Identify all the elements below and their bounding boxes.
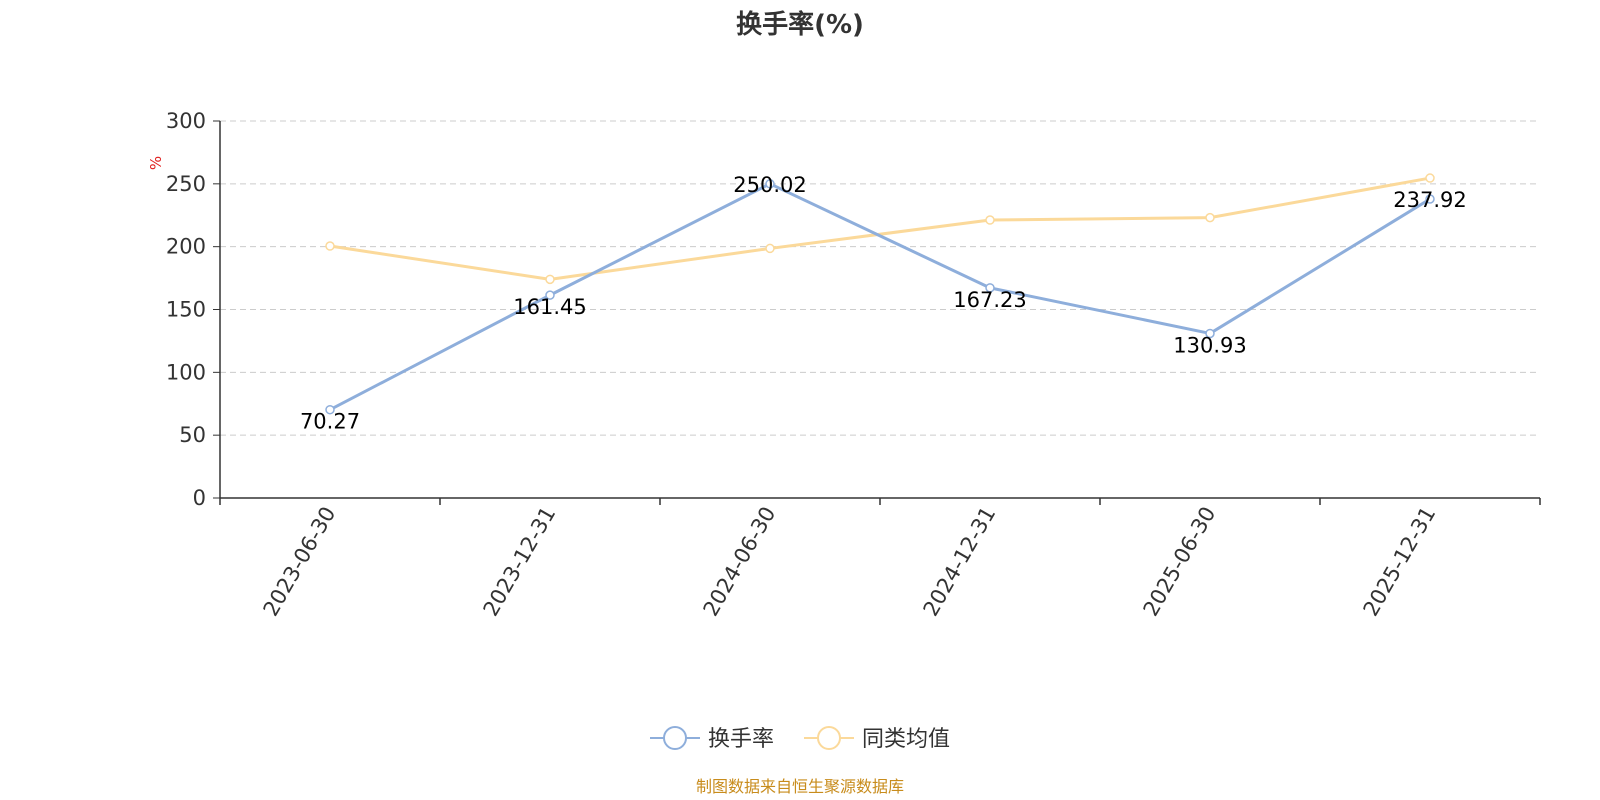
grid	[220, 120, 1540, 436]
axes: 0 50 100 150 200 250 300 2023-06-30 2023-12-31 20…	[166, 109, 1541, 621]
data-point	[545, 290, 555, 300]
y-tick-label: 250	[166, 172, 206, 196]
legend-item[interactable]: 同类均值	[804, 726, 950, 752]
chart-title: 换手率(%)	[736, 9, 864, 40]
data-point	[325, 404, 335, 415]
data-label: 237.92	[1393, 188, 1466, 212]
data-label: 250.02	[733, 173, 806, 197]
y-tick-label: 50	[179, 423, 206, 447]
data-label: 161.45	[513, 295, 586, 319]
data-point	[985, 215, 995, 225]
x-tick-label: 2024-06-30	[699, 503, 781, 621]
data-point	[325, 241, 335, 251]
data-point	[1205, 328, 1215, 339]
series-line	[329, 176, 1431, 281]
x-tick-label: 2025-06-30	[1139, 503, 1221, 621]
legend-item[interactable]: 换手率	[650, 726, 774, 752]
data-label: 70.27	[300, 410, 360, 434]
y-tick-label: 150	[166, 298, 206, 322]
y-tick-label: 100	[166, 360, 206, 384]
y-tick-label: 300	[166, 109, 206, 133]
x-tick-label: 2023-12-31	[479, 503, 561, 621]
y-tick-label: 200	[166, 235, 206, 259]
x-tick-label: 2023-06-30	[259, 503, 341, 621]
data-point	[765, 243, 775, 254]
data-label: 167.23	[953, 288, 1026, 312]
source-note: 制图数据来自恒生聚源数据库	[696, 777, 904, 796]
data-point	[985, 283, 995, 293]
data-point	[1425, 173, 1435, 183]
y-tick-label: 0	[193, 486, 206, 510]
legend-circle-icon	[663, 726, 687, 750]
data-label: 130.93	[1173, 333, 1246, 357]
data-point	[545, 274, 555, 285]
y-axis-unit: %	[147, 156, 165, 170]
x-tick-label: 2025-12-31	[1359, 503, 1441, 621]
data-point	[765, 179, 775, 189]
legend[interactable]: 换手率 同类均值	[650, 726, 950, 752]
x-tick-label: 2024-12-31	[919, 503, 1001, 621]
legend-label: 同类均值	[862, 727, 950, 752]
data-point	[1205, 212, 1215, 223]
legend-circle-icon	[817, 726, 841, 750]
data-point	[1425, 194, 1435, 204]
series	[325, 173, 1435, 415]
series-line	[329, 182, 1431, 412]
data-labels: 70.27 161.45 250.02 167.23 130.93 237.92	[300, 173, 1467, 434]
legend-label: 换手率	[708, 727, 774, 752]
